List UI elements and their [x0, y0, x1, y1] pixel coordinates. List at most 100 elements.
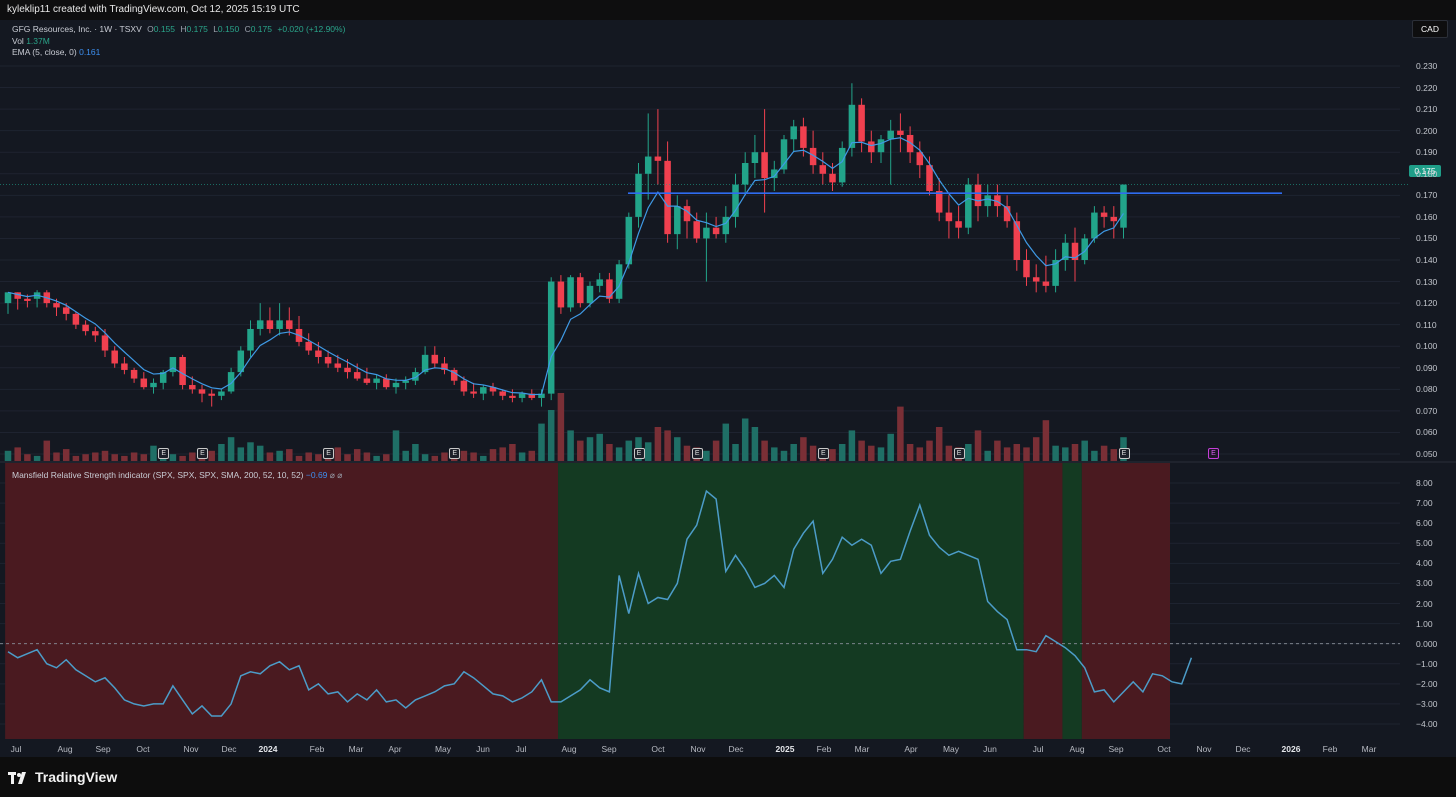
volume-bar	[538, 423, 545, 461]
candle-body	[324, 357, 332, 364]
volume-bar	[247, 442, 254, 461]
earnings-badge[interactable]: E	[449, 448, 461, 459]
volume-bar	[712, 440, 720, 461]
volume-bar	[897, 406, 904, 461]
close-value: 0.175	[250, 24, 272, 34]
high-value: 0.175	[186, 24, 208, 34]
time-axis-label: Nov	[1196, 744, 1212, 754]
candle-body	[722, 216, 730, 235]
volume-bar	[761, 440, 768, 461]
candle-body	[72, 313, 80, 325]
volume-bar	[596, 433, 603, 461]
volume-bar	[887, 433, 894, 461]
candle-body	[421, 354, 429, 373]
earnings-badge[interactable]: E	[158, 448, 170, 459]
rs-axis-label: 8.00	[1416, 478, 1433, 488]
volume-bar	[344, 454, 351, 461]
earnings-badge[interactable]: E	[1118, 448, 1130, 459]
volume-bar	[703, 450, 710, 461]
chart-canvas[interactable]	[0, 0, 1456, 757]
earnings-badge[interactable]: E	[817, 448, 829, 459]
volume-bar	[974, 430, 982, 461]
volume-bar	[916, 447, 924, 461]
candle-body	[392, 382, 400, 388]
rs-zone-positive	[1062, 463, 1082, 739]
time-axis-label: Jun	[983, 744, 997, 754]
time-axis-label: Mar	[854, 744, 870, 754]
volume-bar	[14, 447, 21, 461]
candle-body	[441, 363, 448, 370]
volume-bar	[315, 454, 322, 461]
price-axis-label: 0.140	[1416, 255, 1438, 265]
volume-bar	[53, 452, 60, 461]
volume-bar	[557, 393, 565, 461]
earnings-badge[interactable]: E	[953, 448, 965, 459]
volume-bar	[480, 455, 487, 461]
volume-bar	[567, 430, 574, 461]
volume-bar	[984, 450, 991, 461]
volume-bar	[800, 437, 807, 461]
volume-bar	[1110, 449, 1118, 461]
volume-bar	[130, 452, 138, 461]
close-label: C	[244, 24, 251, 34]
volume-bar	[82, 454, 89, 461]
price-axis-label: 0.090	[1416, 362, 1438, 373]
time-axis-label: Aug	[561, 744, 577, 754]
ema-value: 0.161	[79, 47, 101, 57]
rs-zone-negative	[1081, 463, 1170, 739]
earnings-badge[interactable]: E	[323, 448, 335, 459]
volume-bar	[644, 442, 652, 461]
volume-bar	[392, 430, 400, 461]
volume-bar	[674, 437, 681, 461]
candle-body	[450, 369, 458, 381]
time-axis-label: Oct	[136, 744, 150, 754]
candle-body	[256, 320, 264, 329]
time-axis-label: Sep	[1108, 744, 1124, 754]
candle-body	[926, 165, 933, 192]
earnings-badge[interactable]: E	[197, 448, 208, 459]
volume-bar	[1042, 420, 1050, 461]
rs-axis-label: 6.00	[1416, 518, 1433, 529]
future-earnings-badge[interactable]: E	[1208, 448, 1219, 459]
rs-axis-label: 0.000	[1416, 638, 1438, 649]
candle-body	[868, 141, 875, 153]
legend-rs-indicator[interactable]: Mansfield Relative Strength indicator (S…	[12, 470, 342, 481]
candle-body	[480, 387, 487, 394]
volume-bar	[363, 452, 371, 461]
indicator-settings-icon[interactable]: ⌀ ⌀	[329, 470, 343, 480]
high-label: H	[180, 24, 187, 34]
time-axis-label: Jul	[515, 744, 527, 754]
candle-body	[111, 350, 118, 364]
candle-body	[761, 152, 768, 179]
time-axis-label: Dec	[221, 744, 237, 754]
earnings-badge[interactable]: E	[691, 448, 703, 459]
candle-body	[470, 391, 477, 394]
candle-body	[916, 152, 924, 166]
candle-body	[1120, 184, 1127, 228]
time-axis-label: Oct	[651, 744, 665, 754]
legend-volume[interactable]: Vol 1.37M	[12, 36, 50, 46]
candle-body	[538, 393, 545, 398]
rs-axis-label: −1.00	[1416, 658, 1438, 669]
time-axis-label: Dec	[728, 744, 744, 754]
candle-body	[955, 221, 962, 228]
earnings-badge[interactable]: E	[633, 448, 645, 459]
currency-badge[interactable]: CAD	[1412, 20, 1448, 38]
time-axis-label: Mar	[1361, 744, 1377, 754]
volume-bar	[140, 454, 148, 461]
volume-bar	[868, 445, 875, 461]
candle-body	[4, 292, 12, 304]
legend-ema[interactable]: EMA (5, close, 0) 0.161	[12, 47, 100, 57]
price-axis-label: 0.100	[1416, 341, 1438, 352]
footer-bar: TradingView	[0, 757, 1456, 797]
volume-bar	[421, 454, 429, 461]
volume-bar	[509, 444, 516, 461]
candle-body	[644, 156, 652, 174]
candle-body	[741, 163, 749, 185]
time-axis-label: Aug	[57, 744, 73, 754]
volume-bar	[780, 450, 788, 461]
time-axis-label: Oct	[1157, 744, 1171, 754]
volume-bar	[1062, 447, 1069, 461]
tradingview-logo[interactable]: TradingView	[8, 769, 117, 785]
symbol-title[interactable]: GFG Resources, Inc. · 1W · TSXV	[12, 24, 142, 34]
